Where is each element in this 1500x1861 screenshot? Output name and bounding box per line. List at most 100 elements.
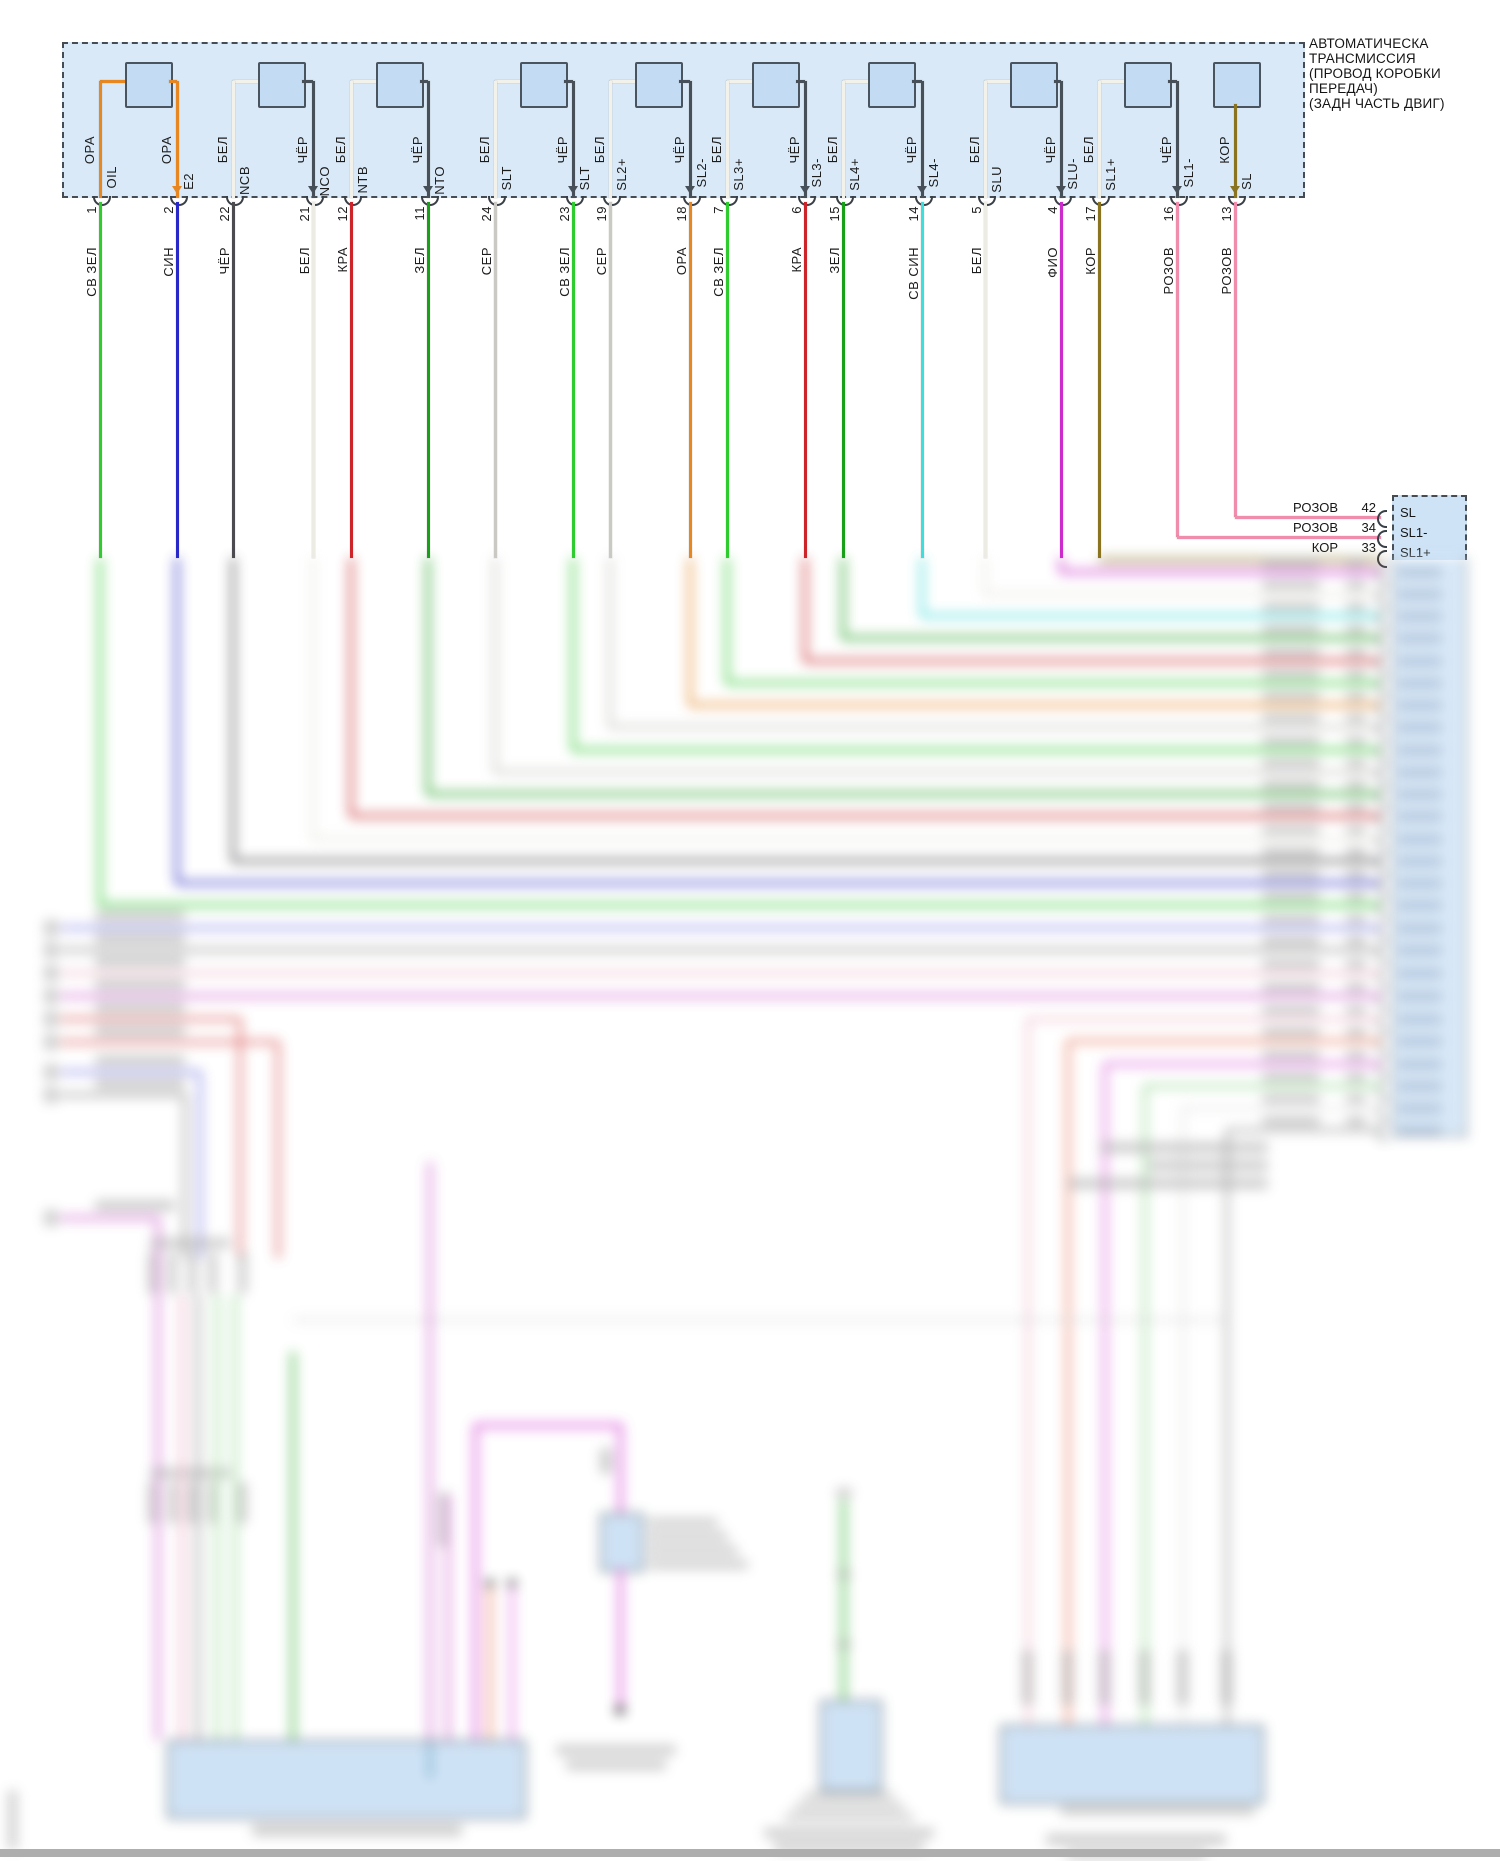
harness-wire-1: [98, 202, 102, 558]
stub-wire: [183, 1095, 187, 1258]
solenoid-lead: [231, 81, 235, 198]
blurred-text: [1346, 758, 1366, 768]
blurred-text: [1398, 812, 1442, 821]
blurred-text: [1262, 1050, 1320, 1060]
blurred-text: [1346, 891, 1366, 901]
blurred-text: [95, 1055, 185, 1066]
wire-arrow-icon: [800, 186, 810, 194]
stub-wire: [276, 1042, 280, 1258]
stub-connector: [44, 1210, 58, 1226]
loop-wire: [617, 1425, 623, 1513]
blurred-text: [1262, 891, 1320, 901]
connector-pin-icon: [170, 196, 188, 206]
inner-wire-color-label: ОРА: [82, 135, 97, 164]
connector-pin-icon: [1377, 530, 1387, 548]
inline-connector: [438, 1492, 448, 1547]
pin-name-label: SL4-: [926, 158, 941, 188]
solenoid-square: [752, 62, 800, 108]
blurred-rotated-label: [1221, 1650, 1232, 1705]
solenoid-lead: [920, 81, 924, 198]
stub-wire: [60, 1017, 240, 1021]
blurred-text: [648, 1518, 718, 1527]
solenoid-square: [868, 62, 916, 108]
pin-number-label: 6: [789, 206, 804, 214]
blurred-text: [566, 1760, 666, 1770]
pin-name-label: SL1-: [1181, 158, 1196, 188]
ecu-pin-number-label: 33: [1361, 540, 1376, 555]
blurred-text: [150, 1468, 230, 1478]
wire-arrow-icon: [568, 186, 578, 194]
pin-number-label: 14: [906, 206, 921, 222]
blurred-rotated-label: [1022, 1650, 1033, 1705]
loop-wire: [472, 1425, 478, 1740]
solenoid-lead: [1059, 81, 1063, 198]
solenoid-lead: [1175, 81, 1179, 198]
harness-wire-22: [231, 202, 235, 558]
blurred-text: [1262, 647, 1320, 657]
blurred-text: [1262, 936, 1320, 946]
connector-pin-icon: [798, 196, 816, 206]
blurred-text: [150, 1238, 230, 1248]
inline-connector: [148, 1252, 157, 1294]
harness-wire-5: [983, 558, 987, 594]
blurred-text: [1346, 847, 1366, 857]
harness-wire-2: [177, 881, 1381, 885]
inline-connector: [837, 1570, 851, 1579]
blurred-text: [1398, 857, 1442, 866]
connector-pin-icon: [915, 196, 933, 206]
pin-number-label: 13: [1219, 206, 1234, 222]
pin-number-label: 5: [969, 206, 984, 214]
solenoid-lead: [1233, 104, 1237, 198]
pin-name-label: NTB: [355, 165, 370, 194]
blurred-text: [1346, 825, 1366, 835]
blurred-rotated-label: [1139, 1650, 1150, 1705]
blurred-text: [1346, 1050, 1366, 1060]
harness-color-label: КРА: [789, 247, 804, 273]
blurred-text: [1346, 713, 1366, 723]
ecu-pin-name-label: SL: [1400, 505, 1416, 520]
harness-wire-7: [725, 558, 729, 683]
harness-wire-6: [805, 659, 1381, 663]
connector-pin-icon: [566, 196, 584, 206]
harness-wire-23: [571, 202, 575, 558]
blurred-text: [1398, 1037, 1442, 1046]
module-wire: [196, 1295, 200, 1740]
harness-wire-15: [841, 558, 845, 638]
blurred-text: [1262, 825, 1320, 835]
harness-wire-23: [573, 748, 1381, 752]
ecu-connector: [1392, 495, 1467, 560]
blurred-text: [1262, 758, 1320, 768]
harness-color-label: ЗЕЛ: [827, 247, 842, 274]
connector-pin-icon: [226, 196, 244, 206]
harness-wire-16: [1177, 535, 1381, 539]
harness-wire-7: [725, 202, 729, 558]
blurred-text: [1398, 1126, 1442, 1135]
harness-wire-19: [608, 202, 612, 558]
pin-name-label: E2: [181, 173, 196, 190]
inner-wire-color-label: ЧЁР: [1159, 135, 1174, 164]
solenoid-lead: [912, 79, 922, 83]
wire-arrow-icon: [1172, 186, 1182, 194]
solenoid-square: [125, 62, 173, 108]
inner-wire-color-label: БЕЛ: [967, 135, 982, 163]
pin-number-label: 15: [827, 206, 842, 222]
blurred-text: [556, 1745, 676, 1755]
pin-number-label: 21: [297, 206, 312, 222]
harness-wire-17: [1099, 558, 1381, 562]
blurred-text: [95, 933, 185, 944]
stub-connector: [44, 1064, 58, 1080]
module-wire: [180, 1295, 184, 1740]
solenoid-lead: [725, 81, 729, 198]
module-wire: [446, 1495, 450, 1740]
wire-arrow-icon: [172, 186, 182, 194]
inner-wire-color-label: ЧЁР: [904, 135, 919, 164]
module-wire: [215, 1295, 219, 1740]
blurred-text: [1398, 790, 1442, 799]
harness-wire-21: [313, 837, 1381, 841]
connector-pin-icon: [1377, 1012, 1387, 1030]
harness-wire-17: [1097, 202, 1101, 558]
connector-pin-icon: [1377, 743, 1387, 761]
harness-wire-21: [311, 558, 315, 839]
harness-color-label: СВ ЗЕЛ: [711, 247, 726, 297]
harness-wire-11: [426, 558, 430, 794]
